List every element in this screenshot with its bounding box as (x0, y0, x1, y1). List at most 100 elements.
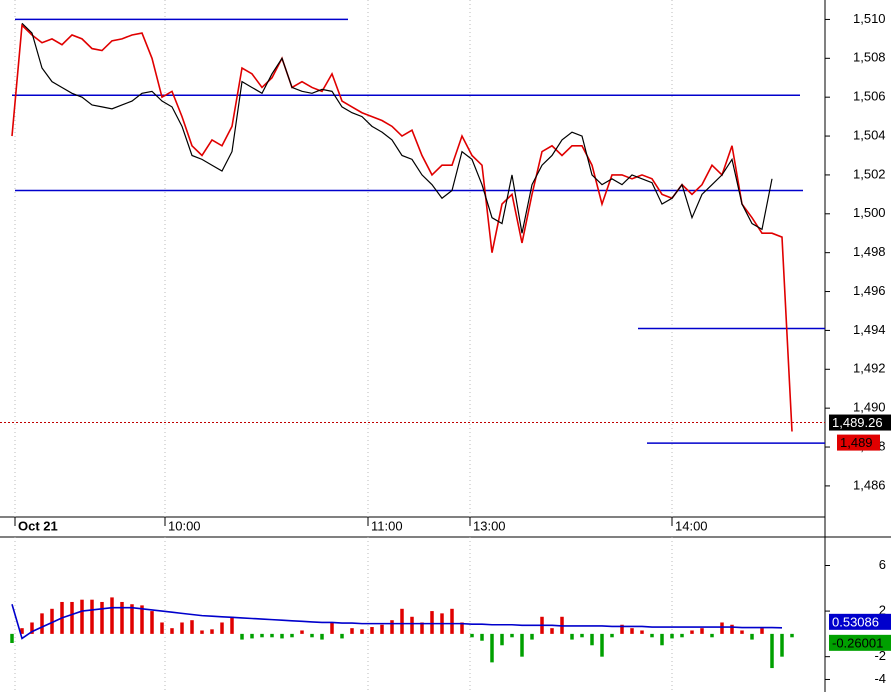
bar (770, 633, 774, 669)
bar (30, 622, 34, 634)
bar (590, 633, 594, 646)
bar (120, 601, 124, 634)
bar (220, 622, 224, 634)
y-tick-label: 1,510 (853, 11, 886, 26)
bar (480, 633, 484, 641)
line (11, 23, 793, 432)
bar (390, 620, 394, 634)
bar (360, 629, 364, 634)
bar (190, 620, 194, 634)
bar (600, 633, 604, 657)
bar (350, 628, 354, 634)
bar (200, 630, 204, 634)
bar (250, 633, 254, 639)
bar (160, 622, 164, 634)
y-tick-label: 1,500 (853, 205, 886, 220)
bar (490, 633, 494, 663)
bar (50, 608, 54, 634)
bar (710, 633, 714, 638)
bar (380, 624, 384, 634)
bar (400, 608, 404, 634)
y-tick-label: 1,496 (853, 283, 886, 298)
y-tick-label: 1,508 (853, 50, 886, 65)
bar (430, 611, 434, 634)
bar (510, 633, 514, 638)
bar (620, 624, 624, 634)
bar (760, 628, 764, 634)
x-tick-label: Oct 21 (18, 518, 58, 533)
y-tick-label: 6 (879, 557, 886, 572)
bar (580, 633, 584, 638)
x-tick-label: 11:00 (371, 518, 403, 533)
bar (90, 599, 94, 634)
x-tick-label: 10:00 (168, 518, 201, 533)
bar (670, 633, 674, 639)
bar (210, 629, 214, 634)
bar (690, 630, 694, 634)
bar (530, 633, 534, 640)
bar (10, 633, 14, 643)
value-label: 0.53086 (832, 614, 879, 629)
y-tick-label: -2 (874, 648, 886, 663)
bar (140, 605, 144, 634)
bar (500, 633, 504, 646)
y-tick-label: 1,506 (853, 89, 886, 104)
y-tick-label: 1,498 (853, 244, 886, 259)
value-label-box (829, 634, 891, 651)
bar (370, 627, 374, 634)
bar (650, 633, 654, 638)
value-label-box (837, 434, 880, 451)
bar (720, 622, 724, 634)
value-label: 1,489.26 (832, 415, 883, 430)
bar (80, 599, 84, 634)
bar (100, 601, 104, 634)
bar (420, 622, 424, 634)
bar (40, 613, 44, 634)
bar (680, 633, 684, 638)
value-label: 1,489 (840, 435, 873, 450)
bar (450, 608, 454, 634)
y-tick-label: 1,490 (853, 400, 886, 415)
bar (270, 633, 274, 638)
y-tick-label: 1,486 (853, 477, 886, 492)
bar (310, 633, 314, 638)
bar (790, 633, 794, 638)
bar (740, 630, 744, 634)
value-label: -0.26001 (832, 635, 883, 650)
bar (70, 601, 74, 634)
y-tick-label: 2 (879, 603, 886, 618)
line (11, 604, 783, 640)
bar (660, 633, 664, 646)
bar (730, 624, 734, 634)
bar (20, 628, 24, 634)
plot-area (0, 0, 825, 517)
bar (780, 633, 784, 657)
y-tick-label: 1,504 (853, 127, 886, 142)
bar (460, 622, 464, 634)
line (21, 22, 773, 234)
bar (470, 633, 474, 638)
y-tick-label: -4 (874, 671, 886, 686)
bar (750, 633, 754, 640)
bar (410, 616, 414, 634)
bar (300, 630, 304, 634)
bar (230, 616, 234, 634)
bar (320, 633, 324, 640)
bar (630, 628, 634, 634)
y-tick-label: 1,494 (853, 322, 886, 337)
bar (340, 633, 344, 639)
value-label-box (829, 414, 891, 431)
bar (170, 628, 174, 634)
bar (550, 628, 554, 634)
bar (150, 611, 154, 634)
bar (610, 633, 614, 638)
value-label-box (829, 613, 891, 630)
bar (110, 597, 114, 634)
bar (280, 633, 284, 639)
bar (520, 633, 524, 657)
x-tick-label: 13:00 (473, 518, 506, 533)
bar (290, 633, 294, 638)
bar (330, 622, 334, 634)
bar (240, 633, 244, 640)
